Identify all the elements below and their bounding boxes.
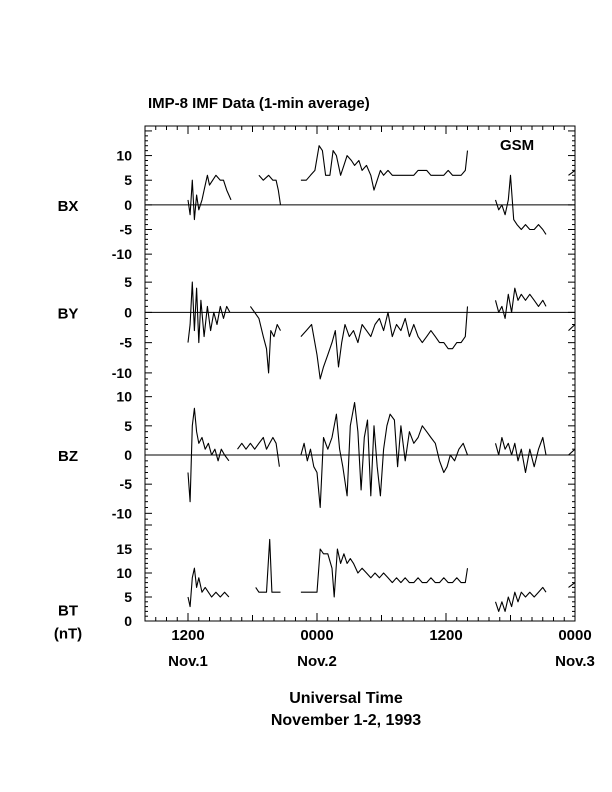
series-line-bx: [187, 174, 232, 221]
y-tick-label: 5: [124, 172, 132, 188]
coordinate-system-label: GSM: [500, 137, 534, 154]
series-line-bt: [255, 538, 281, 593]
series-line-bz: [494, 436, 547, 474]
panel-bz: 10 5 0 -5 -10 BZ: [58, 384, 576, 526]
series-line-bt: [300, 548, 469, 598]
series-line-bx: [258, 174, 282, 205]
y-tick-label: 10: [116, 148, 132, 164]
series-line-bx: [568, 169, 576, 176]
y-tick-label: 10: [116, 565, 132, 581]
series-line-bz: [187, 407, 230, 503]
panel-by: 5 0 -5 -10 BY: [58, 263, 576, 386]
series-line-by: [494, 287, 547, 319]
y-tick-label: 5: [124, 418, 132, 434]
y-tick-label: 0: [124, 447, 132, 463]
y-tick-label: 0: [124, 197, 132, 213]
panel-label: (nT): [54, 626, 82, 643]
y-tick-label: -5: [120, 476, 133, 492]
y-tick-label: -5: [120, 335, 133, 351]
y-tick-label: -10: [112, 505, 132, 521]
series-line-by: [187, 281, 231, 344]
x-axis: 1200 Nov.1 0000 Nov.2 1200 0000 Nov.3: [144, 126, 595, 670]
series-line-bt: [568, 582, 576, 588]
y-tick-label: -10: [112, 246, 132, 262]
panel-bt: 15 10 5 0 BT (nT): [54, 524, 576, 643]
chart-title: IMP-8 IMF Data (1-min average): [148, 95, 370, 112]
panel-label: BY: [58, 305, 79, 322]
panel-label: BZ: [58, 448, 78, 465]
y-tick-label: 5: [124, 274, 132, 290]
series-line-by: [568, 324, 576, 332]
series-line-bx: [494, 174, 547, 235]
y-tick-label: 5: [124, 589, 132, 605]
x-axis-sublabel: November 1-2, 1993: [271, 712, 421, 729]
series-line-bz: [568, 448, 576, 456]
series-line-bt: [187, 567, 230, 608]
panel-label: BT: [58, 603, 78, 620]
series-line-bz: [237, 436, 280, 467]
panel-bx: 10 5 0 -5 -10 BX: [58, 125, 576, 265]
series-line-bx: [300, 145, 469, 191]
panels: 10 5 0 -5 -10 BX 5 0 -5 -10 BY 10 5 0 -5 -10 BZ 15 10 5 0 BT (…: [54, 125, 576, 643]
y-tick-label: -10: [112, 365, 132, 381]
series-line-by: [249, 306, 281, 374]
series-line-bz: [300, 401, 469, 509]
x-date-label: Nov.2: [297, 653, 337, 670]
x-tick-label: 0000: [300, 627, 333, 644]
x-tick-label: 1200: [171, 627, 204, 644]
plot-frame: [144, 125, 576, 622]
y-tick-label: 0: [124, 304, 132, 320]
y-tick-label: 10: [116, 389, 132, 405]
series-line-bt: [494, 586, 547, 612]
x-date-label: Nov.3: [555, 653, 595, 670]
y-tick-label: 0: [124, 613, 132, 629]
x-axis-label: Universal Time: [289, 690, 403, 707]
series-line-by: [300, 306, 469, 380]
x-tick-label: 1200: [429, 627, 462, 644]
panel-label: BX: [58, 198, 79, 215]
x-tick-label: 0000: [558, 627, 591, 644]
x-date-label: Nov.1: [168, 653, 208, 670]
y-tick-label: -5: [120, 222, 133, 238]
y-tick-label: 15: [116, 541, 132, 557]
